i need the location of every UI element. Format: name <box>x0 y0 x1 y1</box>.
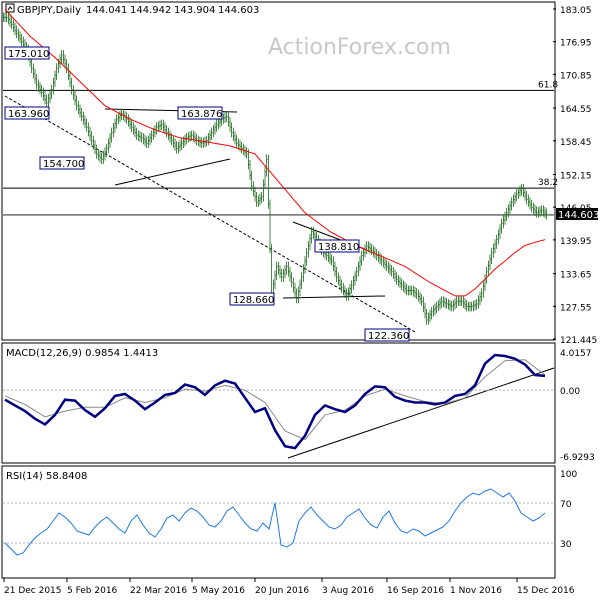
price-axis: 183.05176.95170.85164.55158.45152.15146.… <box>553 6 597 346</box>
ohlc-open: 144.041 <box>86 5 127 16</box>
fib-label: 38.2 <box>538 178 558 188</box>
annotation-label: 163.876 <box>181 109 222 120</box>
rsi-tick-label: 70 <box>560 500 572 510</box>
price-tick-label: 133.65 <box>560 271 592 281</box>
annotation-label: 128.660 <box>233 295 274 306</box>
price-annotations: 175.010 163.960 163.876 154.700 138.810 128.6… <box>4 46 410 342</box>
annotation-box <box>4 46 50 60</box>
date-tick-label: 5 Feb 2016 <box>67 586 118 596</box>
price-tick-label: 139.95 <box>560 237 592 247</box>
annotation-label: 122.360 <box>368 331 409 342</box>
annotation-box <box>229 292 275 306</box>
fibonacci-levels: 61.8 38.2 <box>3 80 558 216</box>
date-tick-label: 16 Sep 2016 <box>387 586 444 596</box>
trendline-triangle-base <box>282 295 386 299</box>
trendline-dashed-down <box>4 95 416 333</box>
price-panel-frame <box>1 1 556 341</box>
annotation-box <box>4 106 50 120</box>
price-tick-label: 170.85 <box>560 71 592 81</box>
svg-text:144.603: 144.603 <box>558 210 599 221</box>
macd-tick-label: -6.9293 <box>560 453 595 463</box>
annotation-label: 175.010 <box>8 49 49 60</box>
date-tick-label: 1 Nov 2016 <box>450 586 502 596</box>
sma-line <box>4 8 546 297</box>
macd-title: MACD(12,26,9) 0.9854 1.4413 <box>6 348 158 359</box>
rsi-line <box>4 488 546 556</box>
date-tick-label: 5 May 2016 <box>192 586 245 596</box>
price-tick-label: 121.445 <box>560 336 597 346</box>
price-tick-label: 127.55 <box>560 303 592 313</box>
macd-signal-line <box>4 359 546 441</box>
price-title: GBPJPY,Daily 144.041 144.942 143.904 144… <box>5 3 259 16</box>
date-tick-label: 21 Dec 2015 <box>4 586 62 596</box>
last-price-tag: 144.603 <box>556 208 599 221</box>
date-axis: 21 Dec 2015 5 Feb 2016 22 Mar 2016 5 May 20… <box>3 578 575 596</box>
fib-label: 61.8 <box>538 80 558 90</box>
price-tick-label: 152.15 <box>560 172 592 182</box>
price-tick-label: 176.95 <box>560 39 592 49</box>
date-tick-label: 22 Mar 2016 <box>130 586 187 596</box>
trendline-macd-support <box>287 367 555 459</box>
rsi-panel-frame <box>1 465 556 579</box>
rsi-title: RSI(14) 58.8408 <box>6 471 87 482</box>
rsi-tick-label: 30 <box>560 540 572 550</box>
price-tick-label: 164.55 <box>560 105 592 115</box>
trendlines <box>4 95 555 459</box>
macd-tick-label: 4.0157 <box>560 349 592 359</box>
annotation-box <box>364 328 410 342</box>
macd-axis: 4.0157 0.00 -6.9293 <box>3 349 595 463</box>
ohlc-high: 144.942 <box>130 5 171 16</box>
macd-panel-frame <box>1 342 556 464</box>
annotation-label: 138.810 <box>318 242 359 253</box>
price-bars <box>3 12 548 325</box>
annotation-box <box>177 106 223 120</box>
svg-text:GBPJPY,Daily: GBPJPY,Daily <box>17 5 81 16</box>
price-tick-label: 183.05 <box>560 6 592 16</box>
ohlc-low: 143.904 <box>174 5 215 16</box>
rsi-axis: 100 70 30 <box>3 470 577 550</box>
price-tick-label: 158.45 <box>560 138 592 148</box>
macd-tick-label: 0.00 <box>560 387 580 397</box>
ohlc-close: 144.603 <box>218 5 259 16</box>
annotation-box <box>314 239 360 253</box>
watermark: ActionForex.com <box>268 35 451 60</box>
annotation-box <box>39 156 85 170</box>
date-tick-label: 20 Jun 2016 <box>255 586 309 596</box>
annotation-label: 163.960 <box>8 109 49 120</box>
annotation-label: 154.700 <box>43 159 84 170</box>
rsi-tick-label: 100 <box>560 470 577 480</box>
date-tick-label: 3 Aug 2016 <box>322 586 374 596</box>
trendline-lower-wedge <box>114 158 231 186</box>
date-tick-label: 15 Dec 2016 <box>517 586 575 596</box>
macd-line <box>4 353 546 450</box>
